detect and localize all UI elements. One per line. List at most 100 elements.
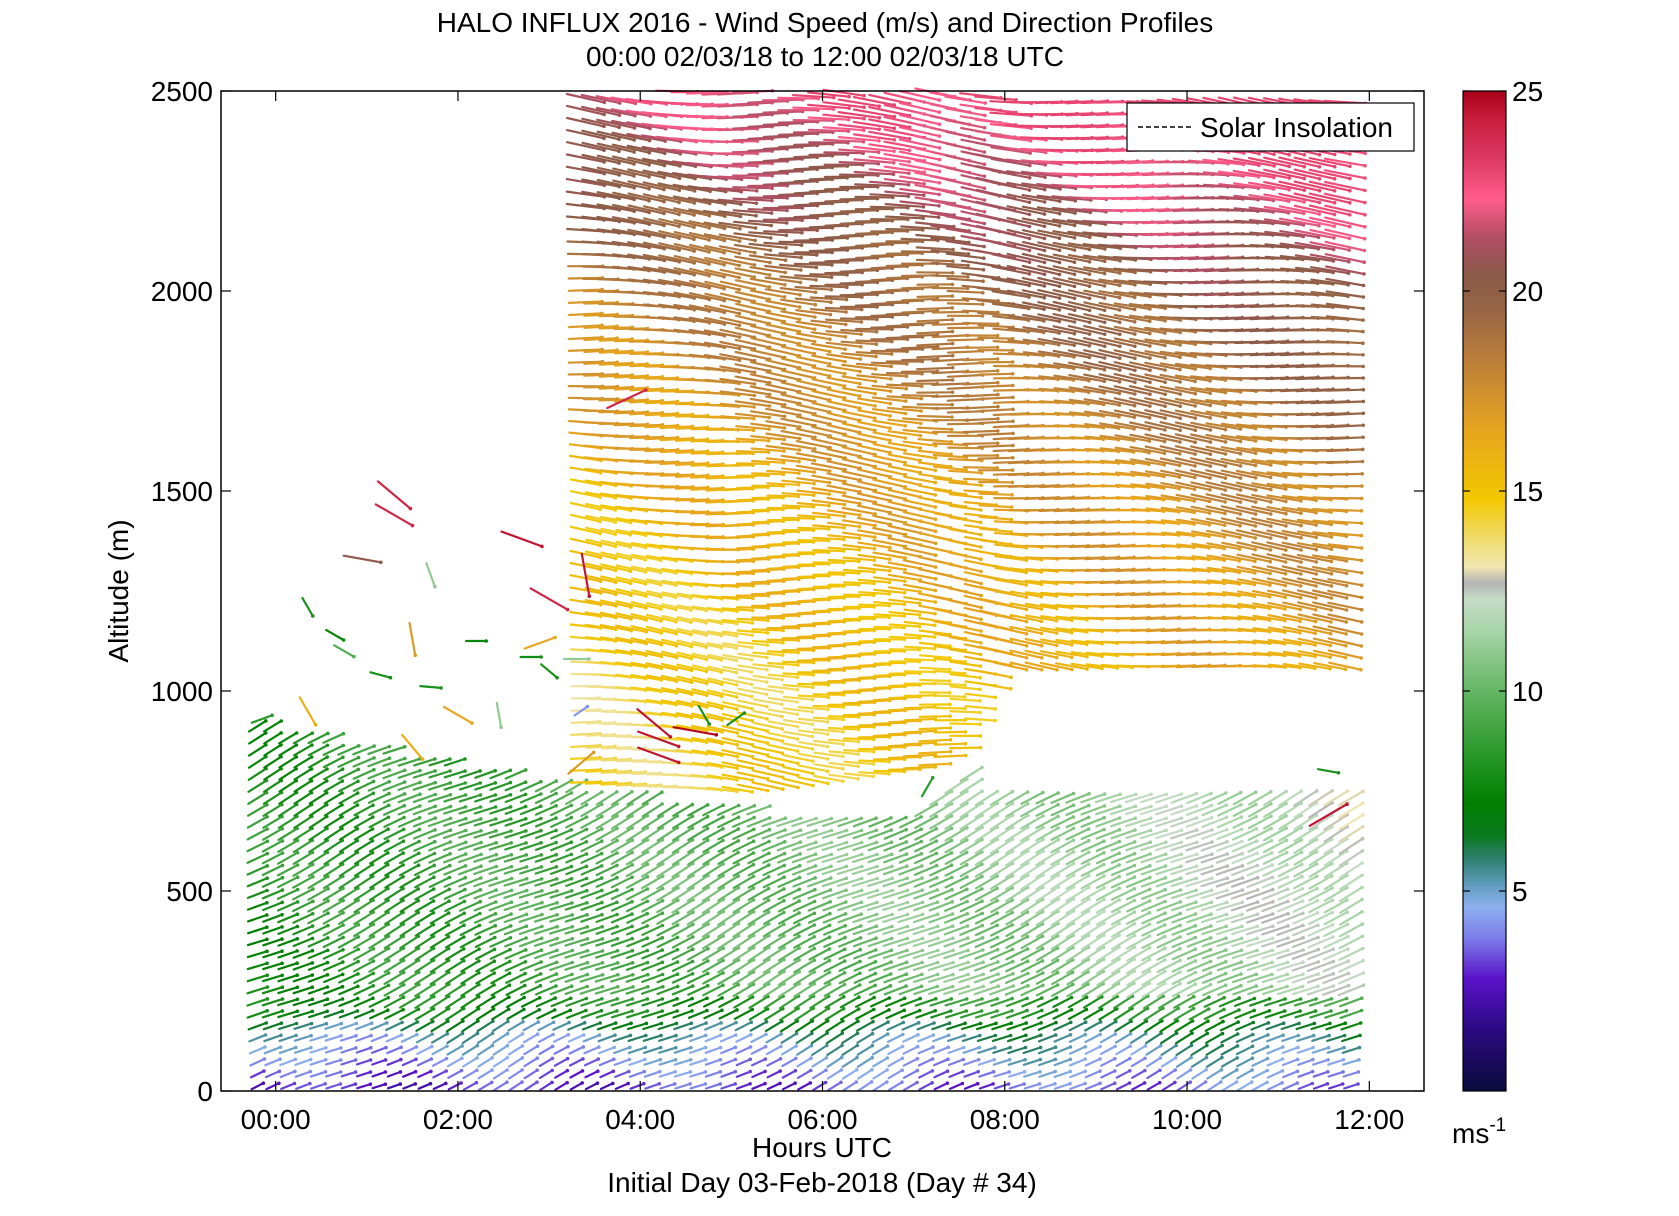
wind-vector-head [1358, 1021, 1363, 1025]
wind-vector [642, 1022, 663, 1031]
wind-vector-head [1149, 804, 1153, 809]
wind-vector-head [1128, 1056, 1132, 1061]
wind-vector-head [1069, 1020, 1073, 1025]
wind-vector-head [919, 827, 923, 832]
wind-vector-head [584, 803, 589, 807]
wind-vector [398, 828, 421, 840]
wind-vector [383, 840, 405, 853]
wind-vector-head [1345, 789, 1350, 793]
wind-vector-head [1173, 1080, 1177, 1085]
wind-vector-head [309, 755, 314, 759]
wind-vector [704, 1046, 722, 1055]
wind-vector-head [432, 875, 436, 879]
wind-vector-head [600, 839, 604, 843]
wind-vector-head [1240, 900, 1245, 905]
wind-vector [1008, 1082, 1026, 1090]
wind-vector-head [617, 113, 622, 117]
wind-vector-head [961, 1045, 966, 1050]
wind-vector-head [265, 925, 269, 929]
wind-vector-head [417, 851, 421, 856]
wind-vector-head [1360, 849, 1365, 853]
wind-vector-head [1163, 852, 1168, 856]
wind-vector-head [1254, 984, 1258, 988]
wind-vector-head [464, 840, 468, 845]
wind-vector [793, 995, 815, 1010]
wind-vector [261, 839, 284, 853]
wind-vector-head [1301, 936, 1305, 940]
wind-vector-head [1281, 1033, 1285, 1037]
wind-vector-head [1301, 972, 1305, 977]
wind-vector [536, 1008, 556, 1020]
wind-vector [780, 1032, 798, 1044]
wind-vector-head [474, 1080, 479, 1085]
wind-vector-head [977, 1045, 982, 1050]
wind-vector-head [463, 887, 467, 892]
wind-vector [1312, 1082, 1329, 1090]
wind-vector [417, 1082, 432, 1090]
wind-vector-head [1143, 1044, 1148, 1048]
wind-vector [446, 1044, 464, 1056]
wind-vector-head [1325, 1082, 1330, 1086]
wind-vector [490, 972, 511, 985]
wind-vector-head [751, 596, 755, 600]
wind-vector [412, 816, 437, 828]
wind-vector-head [1285, 875, 1290, 879]
wind-vector [459, 912, 481, 925]
wind-vector [475, 960, 496, 973]
wind-vector-head [507, 995, 511, 999]
wind-vector-head [627, 1057, 632, 1062]
wind-vector [355, 1046, 372, 1054]
wind-vector [704, 1021, 723, 1031]
wind-vector [673, 1058, 692, 1066]
wind-vector [522, 1020, 540, 1032]
wind-vector [353, 984, 375, 996]
wind-vector [371, 1058, 387, 1066]
wind-vector-head [660, 972, 665, 977]
wind-vector-head [1164, 804, 1169, 809]
wind-vector-head [705, 826, 710, 831]
wind-vector [338, 827, 359, 841]
wind-vector [534, 841, 558, 851]
wind-vector [292, 875, 314, 889]
wind-vector [856, 1044, 874, 1056]
wind-vector-head [402, 792, 407, 796]
wind-vector-head [431, 911, 436, 915]
wind-vector [278, 1034, 298, 1043]
wind-vector [323, 851, 344, 866]
wind-vector [477, 1068, 494, 1080]
wind-vector [1174, 1032, 1194, 1045]
wind-vector-head [735, 743, 739, 747]
wind-vector [549, 791, 573, 805]
wind-vector-head [1010, 947, 1015, 952]
wind-vector [642, 1034, 663, 1042]
wind-vector [416, 1045, 433, 1055]
wind-vector [473, 841, 498, 851]
wind-vector-head [520, 1056, 525, 1060]
wind-vector-head [338, 1070, 343, 1074]
wind-vector [594, 949, 619, 959]
wind-vector [641, 826, 664, 842]
wind-vector [340, 1058, 357, 1066]
wind-vector-head [855, 1055, 859, 1060]
wind-vector-head [448, 781, 453, 785]
wind-vector [1327, 1058, 1345, 1066]
wind-vector-head [324, 1021, 329, 1026]
wind-vector-head [1209, 900, 1214, 905]
wind-vector [1131, 1081, 1146, 1091]
wind-vector-head [718, 1045, 723, 1050]
wind-vector [686, 972, 709, 985]
wind-vector-head [295, 937, 300, 941]
wind-vector-head [433, 792, 438, 797]
wind-vector [276, 863, 299, 877]
wind-vector-head [1098, 1057, 1102, 1061]
wind-vector [595, 1009, 619, 1019]
wind-vector-head [628, 581, 633, 586]
wind-vector-head [915, 1044, 920, 1049]
wind-vector [443, 817, 467, 827]
wind-vector-head [930, 1081, 934, 1085]
wind-vector [534, 792, 558, 805]
wind-vector [610, 1009, 634, 1019]
wind-vector-head [265, 961, 269, 966]
wind-vector [428, 876, 451, 889]
wind-vector-head [1132, 887, 1137, 891]
